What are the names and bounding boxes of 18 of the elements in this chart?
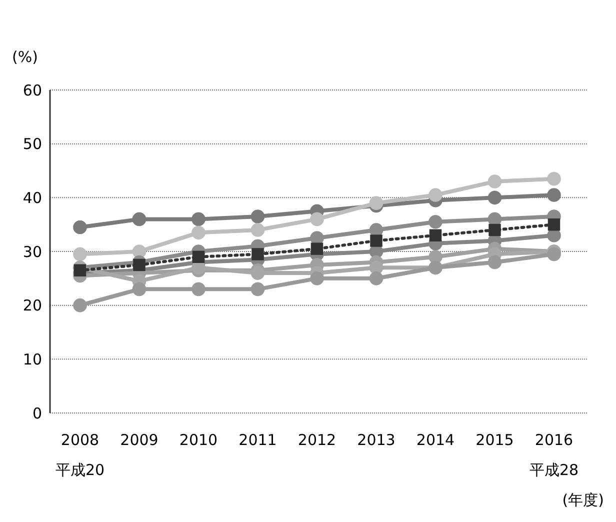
x-tick-label: 2013: [357, 431, 396, 449]
x-tick-label: 2015: [476, 431, 514, 449]
x-tick-label: 2008 平成20: [55, 431, 105, 479]
y-tick-label: 20: [22, 296, 42, 315]
y-tick-label: 60: [22, 81, 42, 100]
y-tick-label: 10: [22, 350, 42, 368]
x-tick-label: 2014: [416, 431, 455, 449]
y-axis-title: (%): [12, 48, 38, 66]
x-tick-label: 2009: [120, 431, 158, 449]
x-tick-label: 2012: [298, 431, 336, 449]
x-tick-label: 2010: [179, 431, 218, 449]
x-axis-title: (年度): [562, 491, 604, 509]
y-tick-label: 30: [22, 242, 42, 261]
y-tick-label: 50: [22, 135, 42, 154]
y-tick-label: 40: [22, 188, 42, 207]
x-tick-label: 2011: [238, 431, 277, 449]
x-tick-label: 2016 平成28: [529, 431, 579, 479]
y-tick-label: 0: [32, 404, 42, 422]
